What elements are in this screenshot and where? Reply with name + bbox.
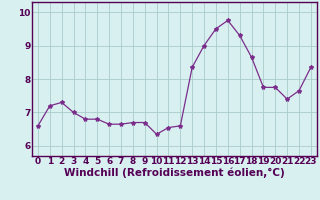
X-axis label: Windchill (Refroidissement éolien,°C): Windchill (Refroidissement éolien,°C) <box>64 168 285 178</box>
